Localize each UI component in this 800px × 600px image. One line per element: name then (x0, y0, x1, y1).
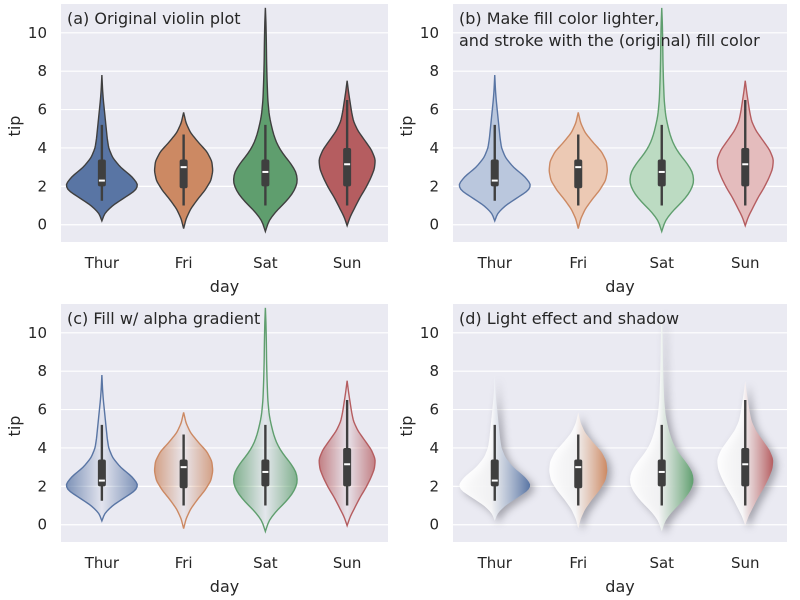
y-axis-label: tip (5, 416, 24, 437)
violin-fri (153, 412, 214, 529)
iqr-box (574, 159, 583, 189)
violin-sun (318, 380, 376, 528)
y-tick-label: 2 (429, 177, 439, 195)
panel-title: (c) Fill w/ alpha gradient (67, 309, 260, 328)
y-tick-label: 0 (429, 516, 439, 534)
panel-4: 0 2 4 6 8 10 Thur Fri Sat Sun day tip (d) Light effe… (397, 304, 787, 596)
x-axis-label: day (210, 277, 239, 296)
x-axis-label: day (605, 277, 634, 296)
panel-title: (a) Original violin plot (67, 9, 241, 28)
iqr-box (490, 159, 499, 187)
iqr-box (490, 459, 499, 487)
y-tick-label: 0 (37, 516, 47, 534)
y-tick-label: 8 (429, 362, 439, 380)
panel-2: 0 2 4 6 8 10 Thur Fri Sat Sun day tip (b) Make fill … (397, 4, 787, 296)
violin-thur (458, 74, 531, 223)
violin-sat (630, 307, 698, 535)
iqr-box (179, 459, 188, 489)
x-axis-label: day (605, 577, 634, 596)
violin-sat (232, 7, 298, 234)
panel-3: 0 2 4 6 8 10 Thur Fri Sat Sun day tip (c) Fill w/ al… (5, 304, 388, 596)
y-tick-label: 10 (420, 24, 439, 42)
iqr-box (343, 147, 352, 187)
y-tick-label: 2 (429, 477, 439, 495)
x-tick-label: Thur (477, 554, 513, 572)
violin-sun (717, 380, 778, 529)
violin-fri (549, 412, 612, 532)
y-tick-label: 2 (37, 177, 47, 195)
y-tick-label: 6 (429, 401, 439, 419)
x-tick-label: Sun (731, 254, 760, 272)
violin-sun (716, 80, 774, 228)
iqr-box (574, 459, 583, 489)
x-tick-label: Sun (333, 254, 362, 272)
violin-thur (65, 74, 138, 223)
panel-title: (b) Make fill color lighter, and stroke w… (459, 9, 760, 50)
y-tick-label: 4 (429, 139, 439, 157)
x-tick-label: Fri (569, 254, 587, 272)
y-tick-label: 2 (37, 477, 47, 495)
y-axis-label: tip (397, 416, 416, 437)
x-tick-label: Fri (175, 554, 193, 572)
violin-sun (318, 80, 376, 228)
y-tick-label: 10 (420, 324, 439, 342)
violin-body (232, 307, 298, 534)
iqr-box (741, 147, 750, 187)
y-tick-label: 8 (37, 362, 47, 380)
x-axis-label: day (210, 577, 239, 596)
x-tick-label: Thur (84, 254, 120, 272)
x-tick-label: Sat (649, 554, 674, 572)
violin-body (630, 307, 694, 532)
x-tick-label: Sat (253, 254, 278, 272)
x-tick-label: Thur (84, 554, 120, 572)
x-tick-label: Sat (649, 254, 674, 272)
y-axis-label: tip (5, 116, 24, 137)
y-tick-label: 4 (37, 439, 47, 457)
y-tick-label: 4 (37, 139, 47, 157)
violin-thur (459, 375, 535, 524)
panel-1: 0 2 4 6 8 10 Thur Fri Sat Sun day tip (a) Original v… (5, 4, 388, 296)
x-tick-label: Fri (175, 254, 193, 272)
y-tick-label: 6 (429, 101, 439, 119)
iqr-box (343, 447, 352, 487)
violin-fri (153, 112, 214, 229)
y-axis-label: tip (397, 116, 416, 137)
y-tick-label: 4 (429, 439, 439, 457)
iqr-box (741, 447, 750, 487)
x-tick-label: Fri (569, 554, 587, 572)
y-tick-label: 10 (28, 324, 47, 342)
y-tick-label: 0 (429, 216, 439, 234)
y-tick-label: 8 (429, 62, 439, 80)
violin-body (629, 7, 695, 234)
y-tick-label: 0 (37, 216, 47, 234)
x-tick-label: Thur (477, 254, 513, 272)
violin-sat (232, 307, 298, 534)
y-tick-label: 8 (37, 62, 47, 80)
x-tick-label: Sun (333, 554, 362, 572)
y-tick-label: 10 (28, 24, 47, 42)
violin-fri (548, 112, 608, 229)
x-tick-label: Sun (731, 554, 760, 572)
iqr-box (179, 159, 188, 189)
iqr-box (97, 159, 106, 187)
x-tick-label: Sat (253, 554, 278, 572)
panel-title: (d) Light effect and shadow (459, 309, 679, 328)
violin-sat (629, 7, 695, 234)
violin-thur (65, 374, 138, 523)
y-tick-label: 6 (37, 401, 47, 419)
violin-body (232, 7, 298, 234)
y-tick-label: 6 (37, 101, 47, 119)
iqr-box (97, 459, 106, 487)
